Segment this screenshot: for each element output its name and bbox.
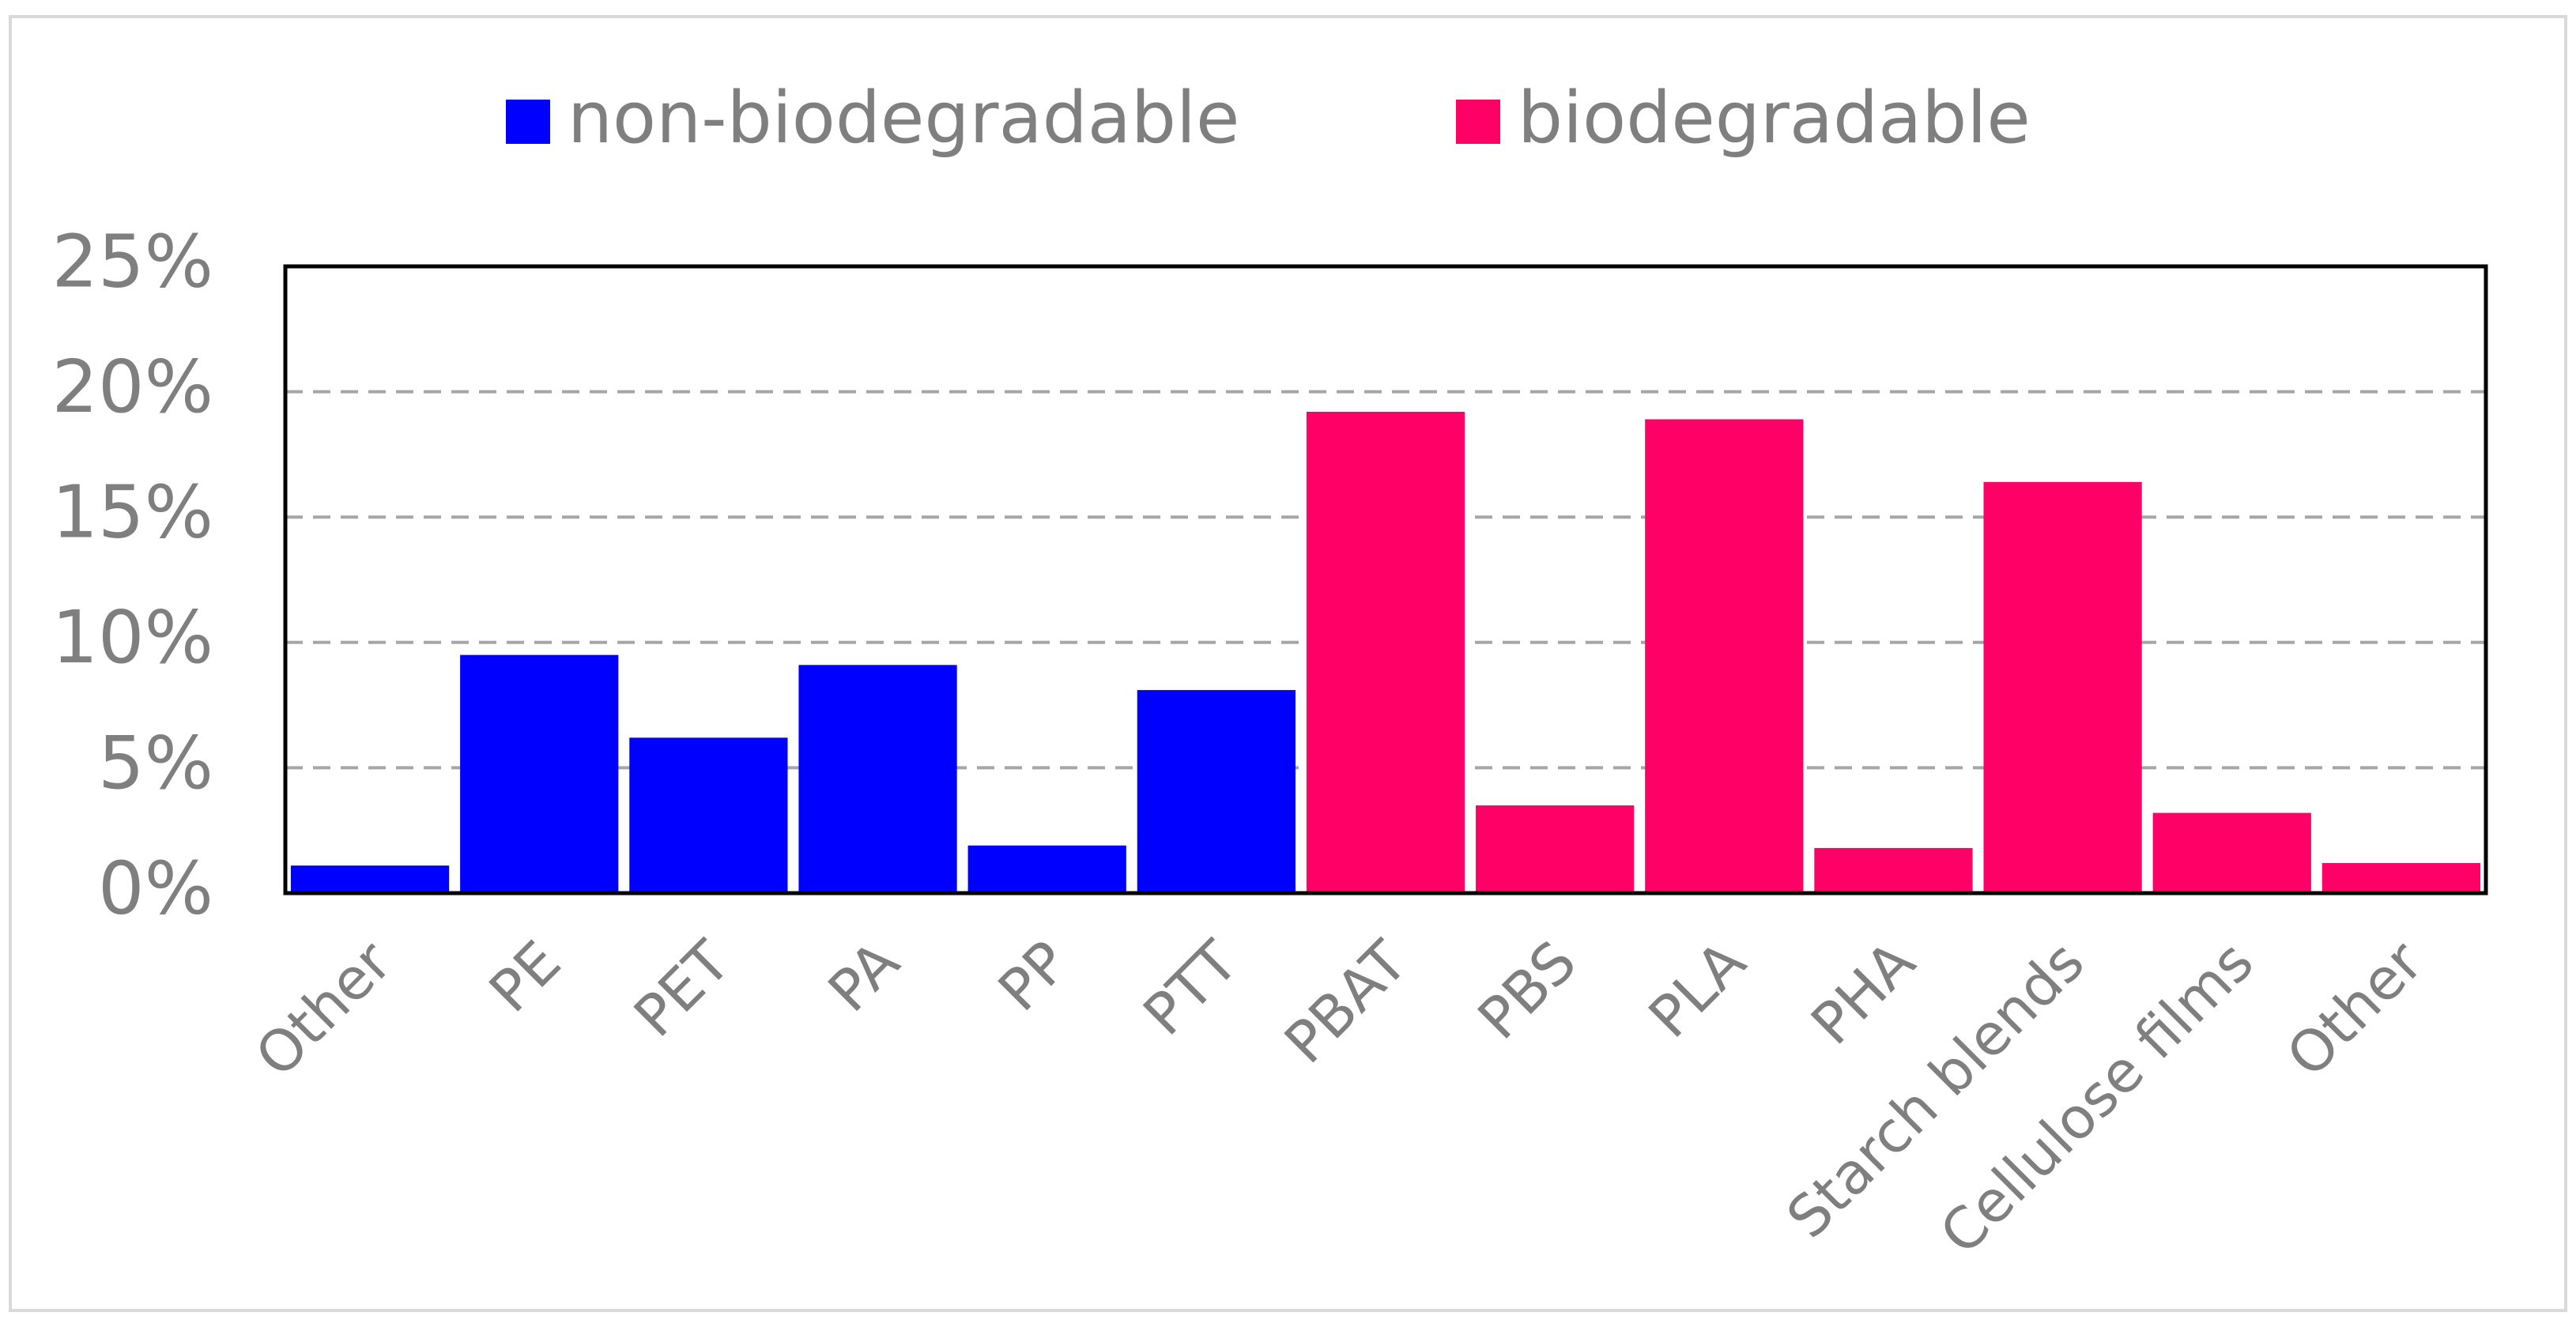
bar-non-biodegradable-pa-3 bbox=[798, 665, 957, 893]
y-tick-label-25: 25% bbox=[52, 219, 213, 304]
bar-biodegradable-pla-8 bbox=[1645, 419, 1804, 893]
bar-non-biodegradable-pet-2 bbox=[629, 737, 788, 893]
y-tick-label-15: 15% bbox=[52, 470, 213, 555]
plot-area-border bbox=[283, 264, 2488, 896]
bar-biodegradable-pbs-7 bbox=[1476, 805, 1635, 893]
chart-frame bbox=[9, 15, 2567, 1312]
y-tick-label-10: 10% bbox=[52, 595, 213, 680]
y-tick-label-20: 20% bbox=[52, 345, 213, 429]
y-axis-ticks: 0% 5% 10% 15% 20% 25% bbox=[52, 219, 213, 930]
legend-label-non-biodegradable: non-biodegradable bbox=[568, 77, 1239, 160]
bar-biodegradable-pha-9 bbox=[1814, 847, 1973, 893]
legend-swatch-non-biodegradable bbox=[506, 100, 550, 144]
bar-biodegradable-other-12 bbox=[2321, 862, 2481, 893]
legend-label-biodegradable: biodegradable bbox=[1518, 77, 2031, 160]
y-tick-label-5: 5% bbox=[98, 721, 213, 805]
bar-non-biodegradable-other-0 bbox=[290, 865, 450, 893]
bar-biodegradable-starch-blends-10 bbox=[1983, 481, 2142, 893]
legend: non-biodegradable biodegradable bbox=[506, 77, 2031, 160]
bar-non-biodegradable-pp-4 bbox=[967, 845, 1126, 893]
bar-biodegradable-cellulose-films-11 bbox=[2152, 813, 2311, 893]
legend-swatch-biodegradable bbox=[1456, 100, 1500, 144]
bars bbox=[290, 411, 2481, 893]
bar-biodegradable-pbat-6 bbox=[1306, 411, 1465, 893]
bar-non-biodegradable-ptt-5 bbox=[1137, 690, 1296, 893]
bar-non-biodegradable-pe-1 bbox=[460, 654, 619, 893]
y-tick-label-0: 0% bbox=[98, 846, 213, 930]
